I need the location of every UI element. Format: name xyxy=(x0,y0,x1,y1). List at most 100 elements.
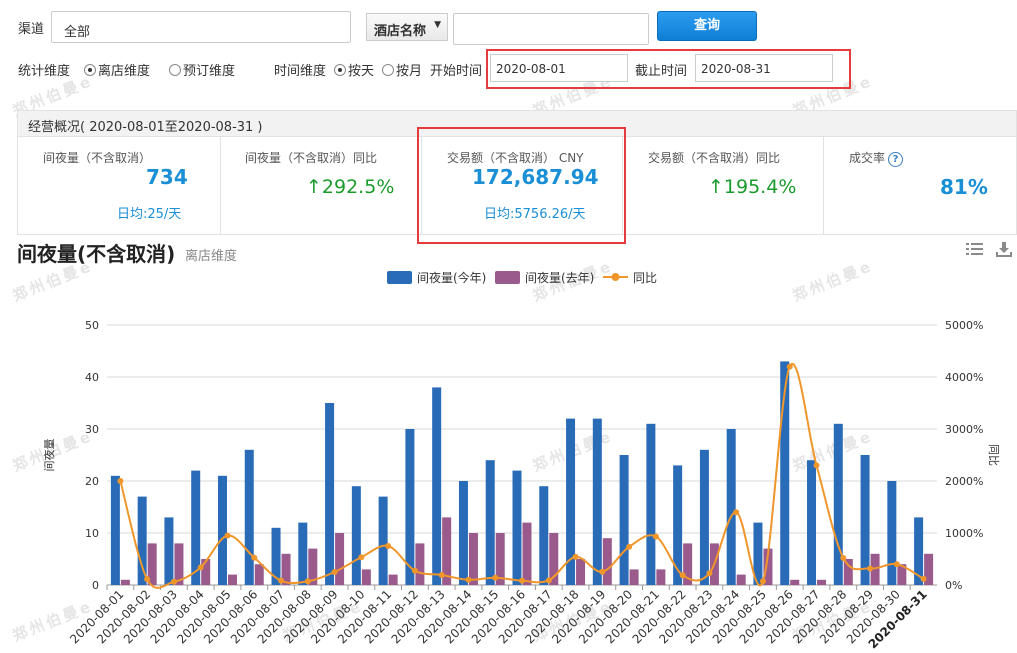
end-date-input[interactable]: 2020-08-31 xyxy=(695,54,833,82)
bar-this-year xyxy=(753,522,763,585)
bar-last-year xyxy=(924,553,934,585)
y-axis-title: 间夜量 xyxy=(42,439,56,472)
yoy-point xyxy=(117,478,124,484)
overview-cards: 间夜量（不含取消） 734 日均:25/天 间夜量（不含取消）同比 ↑292.5… xyxy=(17,137,1017,235)
bar-this-year xyxy=(244,449,254,585)
bar-last-year xyxy=(174,543,184,585)
card-daily-avg: 日均:5756.26/天 xyxy=(484,207,586,222)
yoy-point xyxy=(706,570,713,577)
bar-this-year xyxy=(485,460,495,585)
bar-last-year xyxy=(308,548,318,585)
legend-swatch-last-year xyxy=(495,271,520,284)
radio-checkout-dimension[interactable]: 离店维度 xyxy=(84,60,150,79)
bar-last-year xyxy=(147,543,157,585)
bar-this-year xyxy=(405,429,415,585)
yoy-point xyxy=(813,462,820,469)
yoy-point xyxy=(840,554,847,561)
hotel-field-label: 酒店名称 xyxy=(374,24,427,39)
list-icon[interactable] xyxy=(965,241,985,259)
yoy-point xyxy=(385,543,392,549)
channel-select[interactable]: 全部 xyxy=(51,11,351,43)
legend-marker-yoy xyxy=(611,273,620,281)
bar-last-year xyxy=(576,559,586,585)
y-tick-label: 40 xyxy=(85,371,99,384)
card-title: 间夜量（不含取消） xyxy=(43,151,152,165)
y2-tick-label: 2000% xyxy=(945,475,983,488)
chart-title: 间夜量(不含取消) xyxy=(17,242,176,266)
bar-last-year xyxy=(201,559,211,585)
hotel-field-select[interactable]: 酒店名称 ▼ xyxy=(366,13,448,41)
yoy-point xyxy=(626,543,633,550)
chevron-down-icon: ▼ xyxy=(434,20,441,30)
yoy-point xyxy=(519,577,525,584)
bar-last-year xyxy=(683,543,693,585)
bar-last-year xyxy=(817,579,827,585)
radio-checked-icon xyxy=(84,64,96,76)
y-tick-label: 10 xyxy=(85,527,99,540)
bar-last-year xyxy=(254,564,264,585)
chart-subtitle: 离店维度 xyxy=(185,249,238,264)
bar-this-year xyxy=(110,475,120,585)
radio-by-month[interactable]: 按月 xyxy=(382,60,422,79)
card-value: ↑292.5% xyxy=(306,176,395,198)
stat-dimension-label: 统计维度 xyxy=(18,64,71,79)
yoy-line xyxy=(119,362,925,589)
bar-last-year xyxy=(629,569,639,585)
y2-tick-label: 0% xyxy=(945,579,962,592)
card-revenue: 交易额（不含取消） CNY 172,687.94 日均:5756.26/天 xyxy=(422,137,622,235)
yoy-point xyxy=(224,532,231,539)
legend-label-last-year: 间夜量(去年) xyxy=(525,270,594,285)
bar-last-year xyxy=(522,522,532,585)
bar-this-year xyxy=(833,423,843,585)
bar-this-year xyxy=(512,470,522,585)
bar-this-year xyxy=(699,449,709,585)
bar-this-year xyxy=(566,418,576,585)
divider xyxy=(622,137,623,235)
radio-booking-dimension[interactable]: 预订维度 xyxy=(169,60,235,79)
bar-this-year xyxy=(726,429,736,585)
yoy-point xyxy=(144,576,151,583)
bar-this-year xyxy=(619,455,629,585)
bar-this-year xyxy=(351,486,361,585)
question-circle-icon[interactable]: ? xyxy=(888,152,904,167)
start-date-input[interactable]: 2020-08-01 xyxy=(490,54,628,82)
yoy-point xyxy=(786,363,793,370)
divider xyxy=(220,137,221,235)
yoy-point xyxy=(358,554,365,561)
card-title: 交易额（不含取消）同比 xyxy=(648,151,781,165)
radio-by-day[interactable]: 按天 xyxy=(334,60,374,79)
yoy-point xyxy=(411,567,418,574)
bar-last-year xyxy=(843,559,853,585)
time-dimension-label: 时间维度 xyxy=(274,64,327,79)
bar-this-year xyxy=(458,481,468,585)
yoy-point xyxy=(920,575,927,582)
yoy-point xyxy=(304,578,311,585)
hotel-name-input[interactable] xyxy=(453,13,649,45)
yoy-point xyxy=(545,577,552,584)
card-revenue-yoy: 交易额（不含取消）同比 ↑195.4% xyxy=(623,137,823,235)
card-value: 172,687.94 xyxy=(472,165,599,189)
bar-this-year xyxy=(378,496,388,585)
card-title: 间夜量（不含取消）同比 xyxy=(245,151,378,165)
bar-this-year xyxy=(592,418,602,585)
download-icon[interactable] xyxy=(994,240,1014,258)
overview-header: 经营概况( 2020-08-01至2020-08-31 ) xyxy=(17,110,1017,137)
yoy-point xyxy=(652,533,659,540)
bar-this-year xyxy=(860,455,870,585)
bar-this-year xyxy=(271,527,281,585)
yoy-point xyxy=(438,572,445,579)
bar-last-year xyxy=(790,579,800,585)
card-value: 81% xyxy=(940,175,988,199)
bar-this-year xyxy=(137,496,147,585)
y-tick-label: 50 xyxy=(85,319,99,332)
query-button[interactable]: 查询 xyxy=(657,11,757,41)
start-time-label: 开始时间 xyxy=(430,64,483,79)
bar-last-year xyxy=(897,564,907,585)
card-title: 交易额（不含取消） CNY xyxy=(447,151,584,165)
yoy-point xyxy=(679,572,686,579)
yoy-point xyxy=(197,564,204,571)
radio-checked-icon xyxy=(334,64,346,76)
bar-this-year xyxy=(673,465,683,585)
bar-this-year xyxy=(887,481,897,585)
bar-this-year xyxy=(325,403,335,585)
